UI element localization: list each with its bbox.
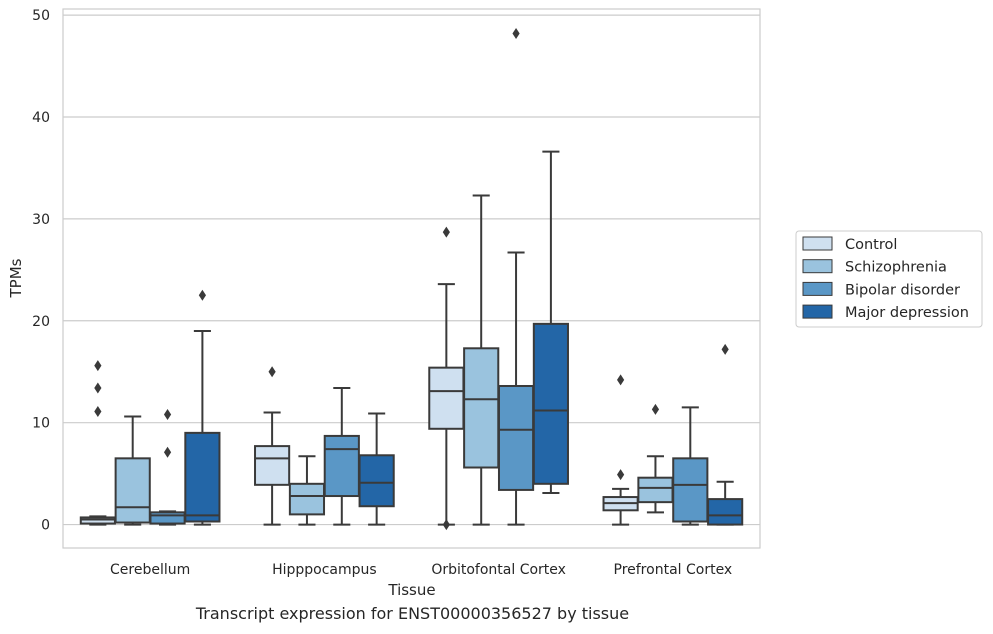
box-iqr	[707, 498, 744, 526]
outlier-point	[163, 409, 172, 421]
box-major-depression-2	[532, 150, 569, 494]
outlier-point	[617, 374, 625, 386]
plot-frame	[62, 8, 761, 549]
box-major-depression-0	[184, 289, 221, 526]
outlier-point	[651, 403, 660, 415]
box-major-depression-1	[358, 412, 395, 526]
x-tick-label: Hipppocampus	[272, 562, 377, 578]
box-bipolar-disorder-1	[323, 387, 360, 526]
box-iqr	[463, 347, 500, 469]
x-tick-labels: Cerebellum Hipppocampus Orbitofontal Corte…	[110, 562, 732, 578]
y-tick-label: 30	[32, 212, 50, 228]
outlier-point	[94, 382, 102, 394]
box-iqr	[149, 511, 186, 525]
outlier-point	[442, 226, 450, 238]
y-tick-label: 10	[32, 416, 50, 432]
box-iqr	[254, 445, 291, 486]
legend-swatch	[802, 259, 833, 274]
outlier-point	[163, 446, 172, 458]
box-schizophrenia-0	[114, 415, 151, 526]
box-iqr	[288, 482, 326, 516]
box-schizophrenia-1	[288, 455, 326, 526]
legend-label: Schizophrenia	[845, 260, 947, 276]
plot-background	[63, 9, 760, 548]
box-schizophrenia-3	[637, 403, 674, 514]
legend-frame	[795, 230, 983, 328]
figure-caption: Transcript expression for ENST0000035652…	[195, 604, 630, 623]
box-bipolar-disorder-3	[672, 406, 709, 526]
outlier-point	[94, 360, 102, 372]
legend: Control Schizophrenia Bipolar disorder Majo…	[795, 230, 983, 328]
box-iqr	[323, 434, 360, 498]
outlier-point	[198, 289, 206, 301]
outlier-point	[268, 366, 276, 378]
x-tick-label: Cerebellum	[110, 562, 190, 578]
legend-label: Major depression	[845, 305, 969, 321]
x-axis-label: Tissue	[387, 581, 435, 599]
legend-swatch	[802, 304, 833, 319]
box-schizophrenia-2	[463, 194, 500, 526]
y-tick-labels: 0 10 20 30 40 50	[32, 8, 50, 533]
y-tick-label: 40	[32, 110, 50, 126]
box-bipolar-disorder-2	[497, 27, 535, 526]
box-iqr	[79, 516, 116, 525]
legend-label: Bipolar disorder	[845, 282, 960, 298]
y-tick-label: 20	[32, 314, 50, 330]
box-iqr	[358, 454, 395, 508]
gridlines	[63, 14, 760, 526]
outlier-point	[617, 469, 625, 481]
box-major-depression-3	[707, 343, 744, 526]
box-control-3	[602, 374, 639, 526]
legend-label: Control	[845, 237, 897, 253]
outlier-point	[512, 27, 520, 39]
box-iqr	[428, 366, 465, 430]
outlier-point	[721, 343, 729, 355]
box-control-1	[254, 366, 291, 526]
legend-swatch	[802, 281, 833, 296]
outlier-point	[442, 519, 450, 531]
box-iqr	[532, 322, 569, 485]
box-iqr	[497, 384, 535, 491]
box-control-0	[79, 360, 116, 526]
legend-swatch	[802, 236, 833, 251]
x-tick-label: Prefrontal Cortex	[614, 562, 733, 578]
y-tick-label: 50	[32, 8, 50, 24]
y-tick-label: 0	[41, 518, 50, 534]
y-axis-label: TPMs	[7, 258, 25, 298]
box-control-2	[428, 226, 465, 531]
x-tick-label: Orbitofontal Cortex	[431, 562, 566, 578]
outlier-point	[94, 405, 102, 417]
box-iqr	[184, 431, 221, 523]
boxes-layer	[79, 27, 744, 531]
box-iqr	[637, 476, 674, 504]
box-iqr	[672, 457, 709, 523]
box-iqr	[114, 457, 151, 524]
